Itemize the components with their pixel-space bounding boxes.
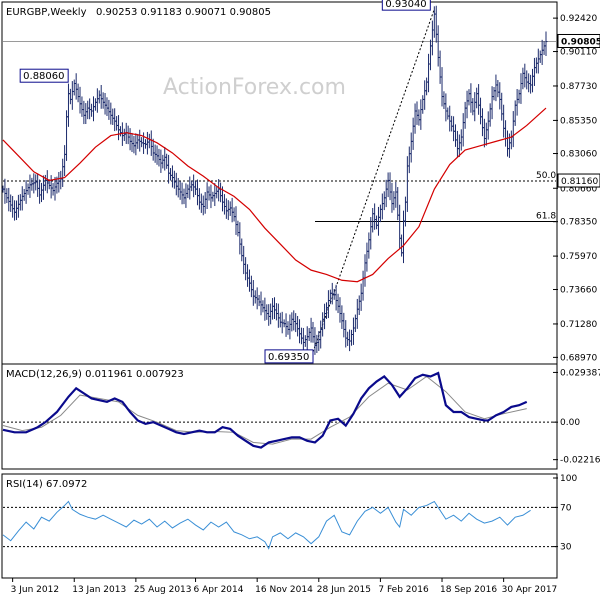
price-label-box <box>264 349 314 364</box>
price-tick-label: 0.68970 <box>560 353 597 363</box>
price-tick-label: 0.83060 <box>560 150 597 160</box>
rsi-series-line <box>2 500 531 550</box>
price-tick-label: 0.73660 <box>560 286 597 296</box>
price-tick-label: 0.90110 <box>560 48 597 58</box>
price-tick-label: 0.80660 <box>560 184 597 194</box>
fib-value-label: 0.81160 <box>561 177 598 187</box>
price-label: 0.88060 <box>23 71 64 82</box>
price-tick-label: 0.78350 <box>560 218 597 228</box>
x-tick-label: 16 Nov 2014 <box>255 585 313 595</box>
price-tick-label: 0.85350 <box>560 116 597 126</box>
price-tick-label: 0.75970 <box>560 252 597 262</box>
x-tick-label: 7 Feb 2016 <box>378 585 429 595</box>
last-price-label: 0.90805 <box>561 37 600 47</box>
trend-line <box>312 8 435 353</box>
moving-average-line <box>2 107 547 283</box>
fib-level-label: 61.8 <box>536 212 556 222</box>
price-label-box <box>381 0 431 11</box>
price-label: 0.69350 <box>268 352 309 363</box>
macd-panel <box>1 363 558 470</box>
fib-level-label: 50.0 <box>536 171 556 181</box>
x-tick-label: 28 Jun 2015 <box>317 585 371 595</box>
rsi-tick-label: 100 <box>560 474 577 484</box>
last-price-box <box>557 33 600 48</box>
price-panel <box>1 1 558 365</box>
rsi-tick-label: 70 <box>560 503 572 513</box>
x-tick-label: 3 Jun 2012 <box>11 585 59 595</box>
x-tick-label: 13 Jan 2013 <box>72 585 126 595</box>
x-tick-label: 25 Aug 2013 <box>134 585 192 595</box>
x-tick-label: 30 Apr 2017 <box>502 585 558 595</box>
price-label: 0.93040 <box>385 0 426 10</box>
x-tick-label: 6 Apr 2014 <box>194 585 244 595</box>
macd-tick-label: 0.00 <box>560 418 580 428</box>
rsi-panel <box>1 473 558 579</box>
price-plot: 0.92420 0.90110 0.87730 0.85350 0.83060 0.806… <box>1 0 600 364</box>
x-axis: 3 Jun 2012 13 Jan 2013 25 Aug 2013 6 Apr 20… <box>11 578 558 595</box>
x-tick-label: 18 Sep 2016 <box>440 585 497 595</box>
chart-symbol: EURGBP,Weekly <box>6 7 87 18</box>
price-label-box <box>19 68 69 83</box>
macd-tick-label: 0.029387 <box>560 368 600 378</box>
rsi-tick-label: 30 <box>560 543 572 553</box>
price-tick-label: 0.92420 <box>560 14 597 24</box>
fib-value-box <box>557 173 600 188</box>
macd-series-macd <box>2 371 528 449</box>
macd-title: MACD(12,26,9) 0.011961 0.007923 <box>6 369 184 380</box>
watermark: ActionForex.com <box>163 75 346 100</box>
price-tick-label: 0.71280 <box>560 320 597 330</box>
rsi-plot: 100 70 30 <box>2 474 577 553</box>
price-tick-label: 0.87730 <box>560 82 597 92</box>
chart-ohlc: 0.90253 0.91183 0.90071 0.90805 <box>96 7 271 18</box>
rsi-title: RSI(14) 67.0972 <box>6 479 87 490</box>
